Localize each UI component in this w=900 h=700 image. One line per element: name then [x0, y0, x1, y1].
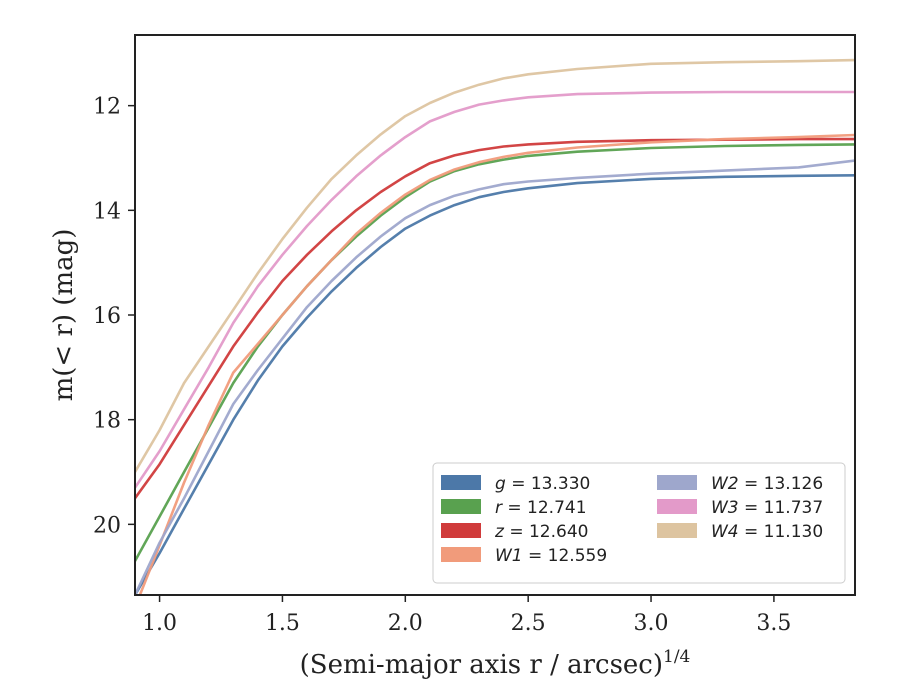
series-line-w2 — [135, 159, 855, 595]
series-line-w3 — [135, 90, 855, 489]
series-line-z — [135, 137, 855, 500]
series-layer — [135, 58, 855, 595]
legend-swatch-g — [441, 475, 481, 490]
legend-label-g: g = 13.330 — [495, 474, 590, 494]
series-line-g — [135, 174, 855, 595]
legend-box — [432, 462, 846, 584]
series-line-w1 — [138, 133, 855, 595]
x-tick-label: 1.5 — [265, 611, 300, 636]
x-axis-label-exponent: 1/4 — [663, 647, 690, 667]
legend-label-r: r = 12.741 — [495, 498, 587, 518]
legend: g = 13.330 r = 12.741 z = 12.640 W1 = 12.55… — [432, 462, 846, 584]
x-tick-label: 3.5 — [756, 611, 791, 636]
x-axis-label: (Semi-major axis r / arcsec)1/4 — [300, 647, 691, 680]
legend-swatch-r — [441, 499, 481, 514]
legend-label-w3: W3 = 11.737 — [711, 498, 823, 518]
legend-swatch-w1 — [441, 547, 481, 562]
ticks-layer: 1.0 1.5 2.0 2.5 3.0 3.5 12 14 16 18 20 — [93, 95, 791, 636]
x-tick-label: 2.0 — [388, 611, 423, 636]
x-tick-label: 2.5 — [511, 611, 546, 636]
legend-swatch-w3 — [657, 499, 697, 514]
legend-swatch-z — [441, 523, 481, 538]
legend-label-z: z = 12.640 — [494, 522, 588, 542]
x-tick-label: 3.0 — [634, 611, 669, 636]
y-tick-label: 12 — [93, 95, 121, 120]
y-tick-label: 18 — [93, 409, 121, 434]
x-axis-label-text: (Semi-major axis r / arcsec) — [300, 650, 663, 680]
y-tick-label: 14 — [93, 199, 121, 224]
legend-swatch-w4 — [657, 523, 697, 538]
y-tick-label: 16 — [93, 304, 121, 329]
legend-label-w4: W4 = 11.130 — [711, 522, 823, 542]
legend-label-w1: W1 = 12.559 — [495, 546, 607, 566]
series-line-r — [135, 143, 855, 563]
y-tick-label: 20 — [93, 513, 121, 538]
x-tick-label: 1.0 — [142, 611, 177, 636]
y-axis-label: m(< r) (mag) — [49, 229, 79, 402]
legend-label-w2: W2 = 13.126 — [711, 474, 823, 494]
series-line-w4 — [135, 58, 855, 474]
legend-swatch-w2 — [657, 475, 697, 490]
